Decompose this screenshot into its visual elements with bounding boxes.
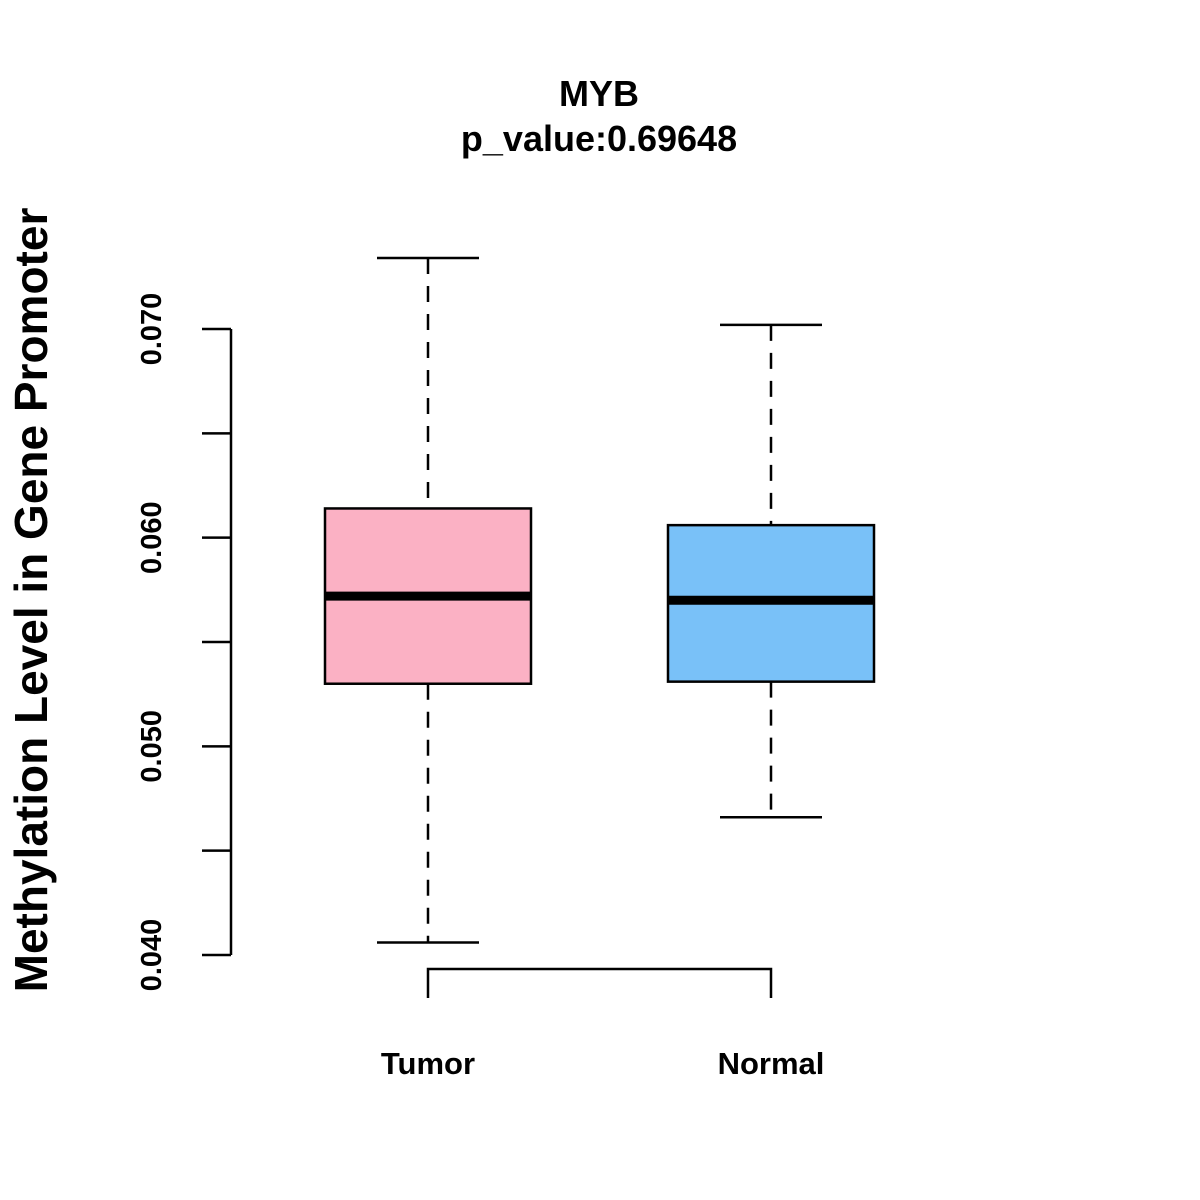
- boxes: [323, 256, 876, 944]
- x-label-tumor: Tumor: [381, 1046, 475, 1081]
- y-axis: 0.040 0.050 0.060 0.070: [136, 293, 233, 992]
- comparison-bracket: [426, 967, 773, 998]
- y-tick-label-0: 0.040: [136, 919, 168, 992]
- y-tick-label-3: 0.070: [136, 293, 168, 366]
- box-normal: [666, 323, 876, 819]
- y-tick-label-1: 0.050: [136, 710, 168, 783]
- bracket-line: [426, 967, 773, 998]
- y-axis-label: Methylation Level in Gene Promoter: [5, 208, 57, 993]
- x-label-normal: Normal: [718, 1046, 825, 1081]
- box-tumor: [323, 256, 533, 944]
- x-axis-labels: Tumor Normal: [381, 1046, 824, 1081]
- chart-subtitle: p_value:0.69648: [461, 118, 737, 159]
- y-tick-label-2: 0.060: [136, 501, 168, 574]
- chart-title: MYB: [559, 73, 639, 114]
